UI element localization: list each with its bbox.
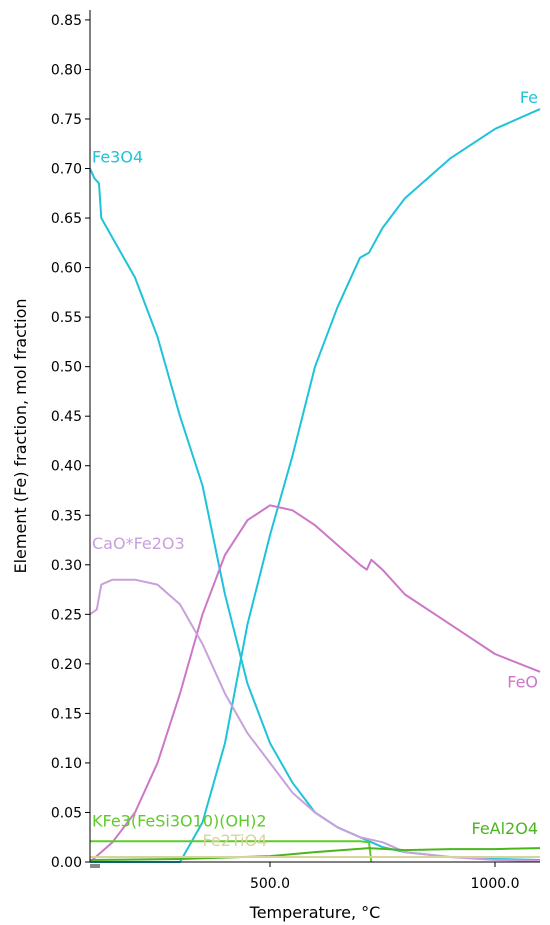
y-tick-label: 0.00 xyxy=(51,855,82,871)
y-tick-label: 0.25 xyxy=(51,607,82,623)
series-line-feal2o4 xyxy=(89,847,541,861)
x-axis-title: Temperature, °C xyxy=(249,903,381,922)
y-tick-label: 0.60 xyxy=(51,261,82,277)
x-tick-label: 1000.0 xyxy=(471,876,520,892)
series-line-fe xyxy=(90,108,541,863)
series-line-kfe3-fesi3o10-oh-2 xyxy=(90,840,373,863)
series-label-fe: Fe xyxy=(520,88,538,107)
series-label-cao-fe2o3: CaO*Fe2O3 xyxy=(92,534,185,553)
y-axis-ticks: 0.00 0.05 0.10 0.15 0.20 0.25 0.30 0.35 0.40 0.45… xyxy=(51,13,90,871)
series-layer xyxy=(89,108,541,863)
y-tick-label: 0.15 xyxy=(51,706,82,722)
y-axis-title: Element (Fe) fraction, mol fraction xyxy=(11,298,30,573)
y-tick-label: 0.10 xyxy=(51,756,82,772)
series-label-fe2tio4: Fe2TiO4 xyxy=(203,831,268,850)
y-tick-label: 0.35 xyxy=(51,508,82,524)
series-label-feal2o4: FeAl2O4 xyxy=(471,819,538,838)
x-axis-ticks: 500.0 1000.0 xyxy=(250,862,520,892)
series-label-feo: FeO xyxy=(507,673,538,692)
y-tick-label: 0.05 xyxy=(51,805,82,821)
series-label-kfe3-fesi3o10-oh-2: KFe3(FeSi3O10)(OH)2 xyxy=(92,811,267,830)
axis-scroll-handle[interactable] xyxy=(90,864,100,868)
y-tick-label: 0.70 xyxy=(51,162,82,178)
y-tick-label: 0.45 xyxy=(51,409,82,425)
series-label-fe3o4: Fe3O4 xyxy=(92,148,143,167)
y-tick-label: 0.40 xyxy=(51,459,82,475)
y-tick-label: 0.85 xyxy=(51,13,82,29)
y-tick-label: 0.50 xyxy=(51,360,82,376)
y-tick-label: 0.80 xyxy=(51,62,82,78)
series-line-feo xyxy=(89,504,541,863)
y-tick-label: 0.20 xyxy=(51,657,82,673)
y-tick-label: 0.65 xyxy=(51,211,82,227)
y-tick-label: 0.30 xyxy=(51,558,82,574)
y-tick-label: 0.75 xyxy=(51,112,82,128)
x-tick-label: 500.0 xyxy=(250,876,290,892)
y-tick-label: 0.55 xyxy=(51,310,82,326)
